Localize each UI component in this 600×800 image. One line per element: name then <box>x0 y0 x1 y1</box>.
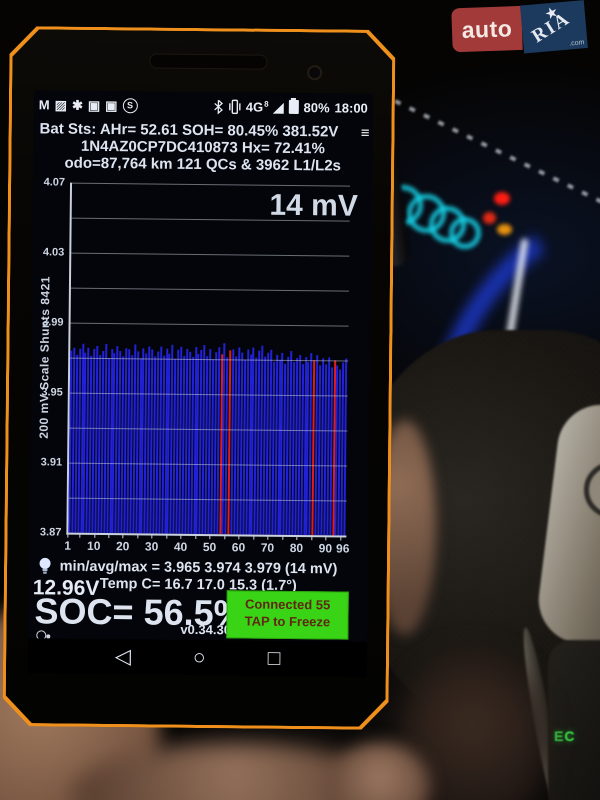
gallery-icon: ▨ <box>54 96 68 113</box>
battery-info-block: Bat Sts: AHr= 52.61 SOH= 80.45% 381.52V … <box>33 120 373 175</box>
x-tick-label: 70 <box>260 540 275 555</box>
x-tick-label: 40 <box>173 539 188 554</box>
rugged-phone: M ▨ ✱ ▣ ▣ S 4G 8 ◢ 80% 18:00 <box>2 26 395 730</box>
y-tick-label: 3.99 <box>42 316 64 329</box>
x-tick-label: 1 <box>64 538 72 553</box>
bulb-icon[interactable] <box>37 556 53 576</box>
dash-warning-light-red-2 <box>483 212 496 224</box>
window-icon-2: ▣ <box>105 97 118 113</box>
connect-status-label: Connected 55 <box>244 596 331 613</box>
y-tick-label: 3.95 <box>41 386 63 399</box>
phone-speaker <box>149 53 268 70</box>
phone-front-camera <box>307 65 323 81</box>
cell-voltage-chart[interactable]: 200 mV Scale Shunts 8421 4.07 4.03 3.99 3.9… <box>29 174 372 562</box>
gridline <box>70 322 349 327</box>
spread-readout: 14 mV <box>269 188 358 223</box>
y-tick-label: 3.87 <box>39 526 62 539</box>
android-status-bar: M ▨ ✱ ▣ ▣ S 4G 8 ◢ 80% 18:00 <box>34 90 373 122</box>
clock: 18:00 <box>334 99 368 116</box>
auto-ria-ria-box: ★ RIA .com <box>519 0 588 54</box>
auto-ria-watermark: auto ★ RIA .com <box>451 0 588 55</box>
x-tick-label: 30 <box>144 539 159 554</box>
auto-ria-ria-text: RIA <box>528 7 575 48</box>
steering-spoke-pad <box>548 640 600 800</box>
bluetooth-icon <box>214 99 223 114</box>
y-tick-label: 4.07 <box>43 176 66 189</box>
y-tick-label: 3.91 <box>40 456 63 469</box>
signal-icon: ◢ <box>273 99 284 115</box>
auto-ria-tld: .com <box>569 39 585 48</box>
nav-home-button[interactable]: ○ <box>192 645 206 670</box>
browser-icon: S <box>122 97 138 113</box>
y-tick-label: 4.03 <box>42 246 65 259</box>
dash-warning-light-red <box>494 192 510 205</box>
connect-freeze-button[interactable]: Connected 55 TAP to Freeze <box>226 590 349 640</box>
battery-percent: 80% <box>303 99 330 115</box>
nav-recents-button[interactable]: □ <box>267 646 281 670</box>
nav-back-button[interactable]: ◁ <box>114 645 132 669</box>
phone-screen: M ▨ ✱ ▣ ▣ S 4G 8 ◢ 80% 18:00 <box>27 90 373 677</box>
eco-button-label[interactable]: EC <box>554 728 576 744</box>
x-tick-label: 60 <box>231 540 246 555</box>
tap-to-freeze-label: TAP to Freeze <box>244 613 331 630</box>
x-tick-label: 10 <box>86 538 101 553</box>
statusbar-left-icons: M ▨ ✱ ▣ ▣ S <box>39 97 138 113</box>
odometer-line: odo=87,764 km 121 QCs & 3962 L1/L2s <box>64 154 342 175</box>
gmail-icon: M <box>38 96 50 112</box>
gridline <box>70 287 349 292</box>
cell-bar <box>343 358 348 536</box>
battery-icon <box>288 99 299 115</box>
android-nav-bar: ◁ ○ □ <box>27 638 368 677</box>
plot[interactable] <box>66 182 351 538</box>
statusbar-right: 4G 8 ◢ 80% 18:00 <box>213 98 368 116</box>
network-type: 4G 8 <box>245 98 269 115</box>
vibrate-icon <box>229 99 241 114</box>
x-tick-label: 20 <box>115 539 130 554</box>
auto-ria-auto-box: auto <box>451 5 523 53</box>
window-icon-1: ▣ <box>87 97 101 113</box>
x-tick-label: 50 <box>202 540 217 555</box>
asterisk-icon: ✱ <box>71 97 83 113</box>
x-tick-label: 80 <box>289 540 304 556</box>
gridline <box>71 252 350 257</box>
y-axis-labels: 4.07 4.03 3.99 3.95 3.91 3.87 <box>29 176 67 538</box>
dash-ring-4 <box>449 217 481 249</box>
x-tick-label: 90 <box>318 541 333 556</box>
dash-warning-light-amber <box>497 224 512 235</box>
gridline <box>72 182 351 187</box>
x-axis-labels: 1 10 20 30 40 50 60 70 80 90 96 <box>64 538 349 558</box>
menu-icon[interactable]: ≡ <box>360 124 370 142</box>
x-tick-label: 96 <box>336 541 350 556</box>
